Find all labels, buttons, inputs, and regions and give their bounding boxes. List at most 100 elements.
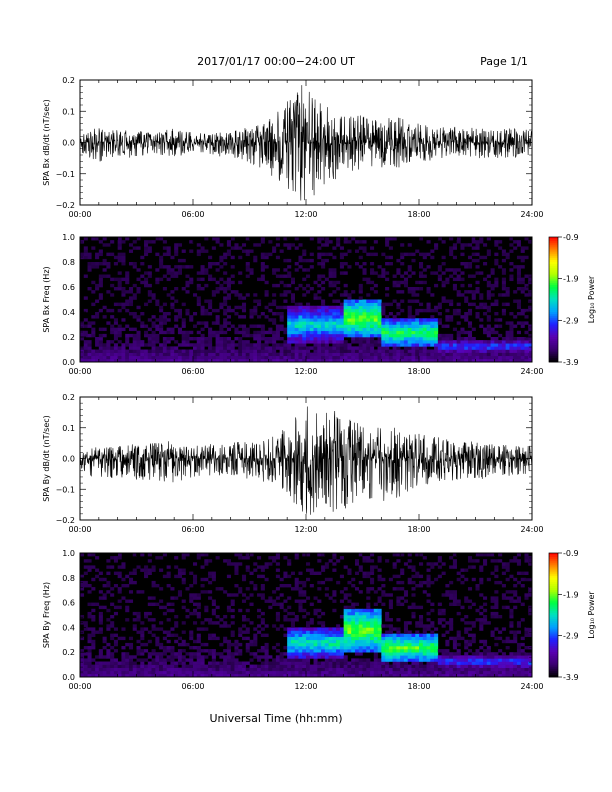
spectrogram-cell bbox=[366, 636, 371, 641]
spectrogram-cell bbox=[321, 621, 326, 625]
spectrogram-cell bbox=[328, 673, 333, 678]
spectrogram-cell bbox=[144, 252, 149, 257]
spectrogram-cell bbox=[498, 352, 503, 357]
spectrogram-cell bbox=[354, 661, 360, 665]
spectrogram-cell bbox=[257, 624, 262, 628]
spectrogram-cell bbox=[166, 349, 171, 353]
spectrogram-cell bbox=[155, 277, 160, 282]
spectrogram-cell bbox=[208, 312, 213, 316]
spectrogram-cell bbox=[483, 559, 488, 563]
spectrogram-cell bbox=[388, 605, 393, 610]
spectrogram-cell bbox=[87, 255, 92, 260]
spectrogram-cell bbox=[245, 265, 250, 269]
spectrogram-cell bbox=[170, 596, 175, 600]
spectrogram-cell bbox=[287, 562, 292, 566]
spectrogram-cell bbox=[400, 349, 405, 353]
spectrogram-cell bbox=[351, 577, 356, 582]
spectrogram-cell bbox=[407, 315, 412, 319]
spectrogram-cell bbox=[283, 658, 288, 662]
spectrogram-cell bbox=[479, 240, 484, 244]
spectrogram-cell bbox=[151, 568, 156, 572]
spectrogram-cell bbox=[113, 627, 118, 631]
spectrogram-cell bbox=[467, 664, 473, 668]
spectrogram-cell bbox=[407, 327, 412, 332]
spectrogram-cell bbox=[302, 636, 307, 641]
spectrogram-cell bbox=[238, 562, 243, 566]
spectrogram-cell bbox=[321, 627, 326, 631]
spectrogram-cell bbox=[226, 658, 231, 662]
spectrogram-cell bbox=[449, 246, 454, 250]
spectrogram-cell bbox=[185, 274, 190, 278]
spectrogram-cell bbox=[317, 621, 322, 625]
spectrogram-cell bbox=[306, 553, 311, 557]
spectrogram-cell bbox=[411, 639, 416, 644]
spectrogram-cell bbox=[298, 352, 303, 357]
spectrogram-cell bbox=[290, 346, 295, 350]
spectrogram-cell bbox=[140, 255, 145, 260]
spectrogram-cell bbox=[486, 661, 491, 665]
spectrogram-cell bbox=[411, 327, 416, 332]
spectrogram-cell bbox=[166, 312, 171, 316]
spectrogram-cell bbox=[193, 639, 198, 644]
spectrogram-cell bbox=[351, 624, 356, 628]
spectrogram-cell bbox=[177, 590, 182, 594]
spectrogram-cell bbox=[208, 302, 213, 307]
spectrogram-cell bbox=[181, 556, 186, 560]
spectrogram-cell bbox=[339, 639, 344, 644]
spectrogram-cell bbox=[494, 667, 499, 672]
spectrogram-cell bbox=[336, 237, 341, 241]
spectrogram-cell bbox=[321, 652, 326, 656]
spectrogram-cell bbox=[170, 255, 175, 260]
spectrogram-cell bbox=[524, 340, 529, 344]
spectrogram-cell bbox=[434, 627, 439, 631]
spectrogram-cell bbox=[358, 299, 363, 303]
spectrogram-cell bbox=[377, 568, 382, 572]
spectrogram-cell bbox=[407, 636, 412, 641]
spectrogram-cell bbox=[351, 333, 356, 338]
spectrogram-cell bbox=[336, 340, 341, 344]
spectrogram-cell bbox=[95, 337, 100, 341]
spectrogram-cell bbox=[324, 337, 329, 341]
spectrogram-cell bbox=[309, 602, 314, 606]
spectrogram-cell bbox=[377, 349, 382, 353]
spectrogram-cell bbox=[287, 315, 292, 319]
spectrogram-cell bbox=[177, 673, 182, 678]
spectrogram-cell bbox=[208, 343, 213, 347]
spectrogram-cell bbox=[336, 287, 341, 291]
spectrogram-cell bbox=[332, 642, 337, 647]
spectrogram-cell bbox=[373, 302, 378, 307]
spectrogram-cell bbox=[370, 321, 375, 325]
spectrogram-cell bbox=[419, 308, 424, 313]
spectrogram-cell bbox=[151, 670, 156, 675]
spectrogram-cell bbox=[170, 355, 175, 360]
spectrogram-cell bbox=[223, 252, 228, 257]
spectrogram-cell bbox=[516, 299, 521, 303]
spectrogram-cell bbox=[98, 337, 103, 341]
spectrogram-cell bbox=[226, 664, 231, 668]
spectrogram-cell bbox=[501, 358, 506, 363]
spectrogram-cell bbox=[498, 346, 503, 350]
spectrogram-cell bbox=[234, 642, 239, 647]
spectrogram-cell bbox=[415, 584, 420, 588]
spectrogram-cell bbox=[460, 580, 465, 585]
spectrogram-cell bbox=[177, 649, 182, 653]
spectrogram-cell bbox=[358, 312, 363, 316]
spectrogram-cell bbox=[460, 358, 465, 363]
spectrogram-cell bbox=[80, 670, 85, 675]
spectrogram-cell bbox=[298, 305, 303, 310]
spectrogram-cell bbox=[204, 321, 209, 325]
spectrogram-cell bbox=[441, 283, 446, 288]
spectrogram-cell bbox=[177, 355, 182, 360]
spectrogram-cell bbox=[400, 299, 405, 303]
spectrogram-cell bbox=[87, 602, 92, 606]
spectrogram-cell bbox=[309, 646, 314, 650]
spectrogram-cell bbox=[528, 358, 533, 363]
spectrogram-cell bbox=[189, 646, 194, 650]
spectrogram-cell bbox=[483, 340, 488, 344]
spectrogram-cell bbox=[388, 255, 393, 260]
spectrogram-cell bbox=[392, 673, 397, 678]
spectrogram-cell bbox=[302, 633, 307, 637]
spectrogram-cell bbox=[486, 673, 491, 678]
colorbar-band bbox=[549, 268, 558, 271]
